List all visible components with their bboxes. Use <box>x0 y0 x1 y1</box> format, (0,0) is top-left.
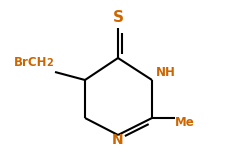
Text: Me: Me <box>175 117 195 129</box>
Text: 2: 2 <box>46 58 53 68</box>
Text: BrCH: BrCH <box>14 55 47 68</box>
Text: NH: NH <box>156 65 176 78</box>
Text: N: N <box>112 133 124 147</box>
Text: S: S <box>113 11 123 26</box>
